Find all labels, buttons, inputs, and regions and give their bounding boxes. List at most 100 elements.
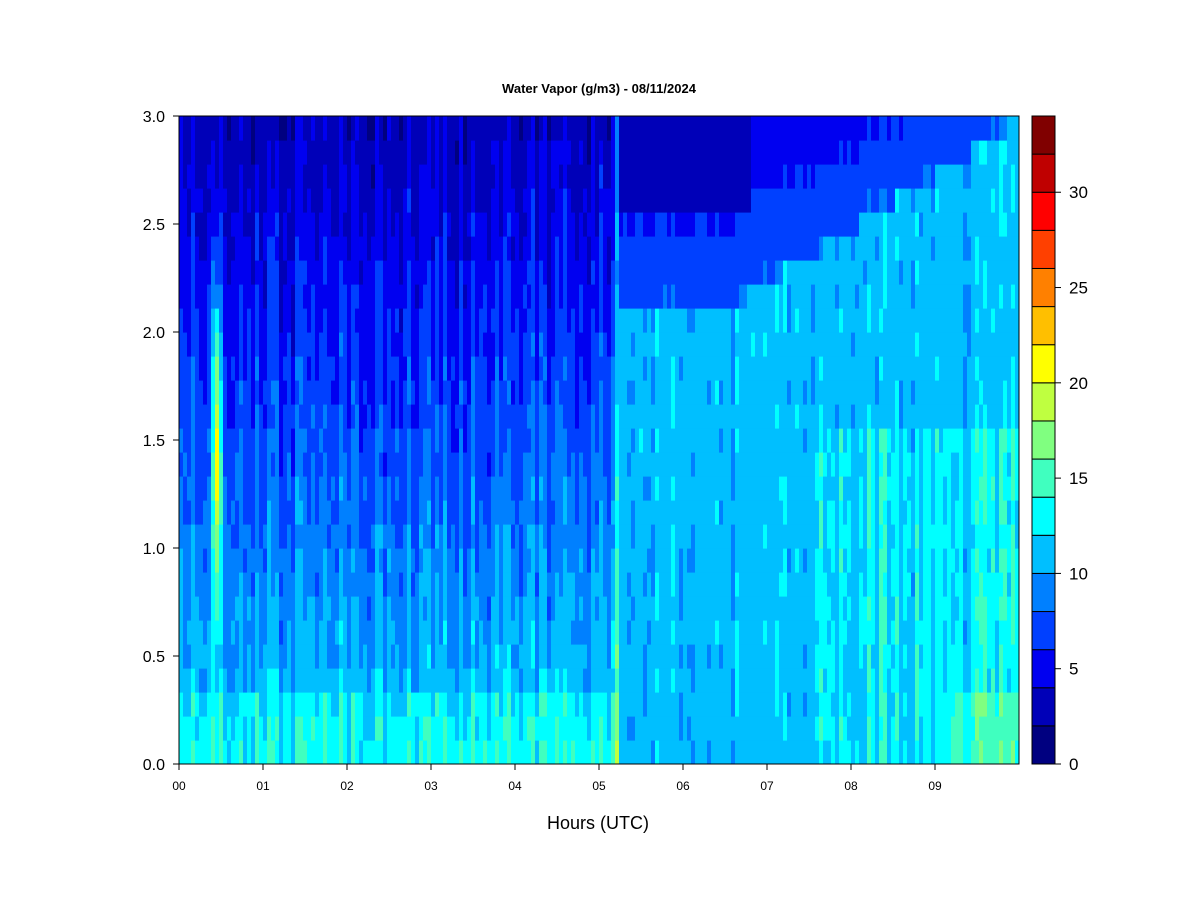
heatmap-cell	[427, 548, 432, 573]
heatmap-cell	[559, 260, 564, 285]
heatmap-cell	[419, 164, 424, 189]
heatmap-cell	[483, 524, 488, 549]
heatmap-cell	[531, 500, 536, 525]
heatmap-cell	[503, 644, 508, 669]
heatmap-cell	[683, 332, 688, 357]
heatmap-cell	[867, 380, 872, 405]
heatmap-cell	[451, 668, 456, 693]
heatmap-cell	[799, 140, 804, 165]
heatmap-cell	[627, 140, 632, 165]
heatmap-cell	[579, 668, 584, 693]
heatmap-cell	[547, 476, 552, 501]
heatmap-cell	[215, 596, 220, 621]
heatmap-cell	[907, 308, 912, 333]
heatmap-cell	[711, 644, 716, 669]
heatmap-cell	[863, 428, 868, 453]
heatmap-cell	[787, 620, 792, 645]
heatmap-cell	[691, 596, 696, 621]
heatmap-cell	[431, 212, 436, 237]
heatmap-cell	[679, 260, 684, 285]
heatmap-cell	[243, 620, 248, 645]
heatmap-cell	[719, 164, 724, 189]
heatmap-cell	[731, 644, 736, 669]
heatmap-cell	[355, 692, 360, 717]
heatmap-cell	[743, 236, 748, 261]
heatmap-cell	[819, 188, 824, 213]
heatmap-cell	[351, 740, 356, 764]
heatmap-cell	[495, 140, 500, 165]
heatmap-cell	[271, 572, 276, 597]
heatmap-cell	[219, 284, 224, 309]
heatmap-cell	[403, 140, 408, 165]
heatmap-cell	[407, 284, 412, 309]
heatmap-cell	[615, 140, 620, 165]
heatmap-cell	[603, 428, 608, 453]
heatmap-cell	[451, 620, 456, 645]
heatmap-cell	[315, 644, 320, 669]
heatmap-cell	[787, 644, 792, 669]
heatmap-cell	[491, 548, 496, 573]
heatmap-cell	[595, 188, 600, 213]
heatmap-cell	[179, 140, 184, 165]
heatmap-cell	[687, 476, 692, 501]
heatmap-cell	[867, 236, 872, 261]
heatmap-cell	[231, 596, 236, 621]
heatmap-cell	[223, 188, 228, 213]
heatmap-cell	[259, 284, 264, 309]
heatmap-cell	[691, 284, 696, 309]
heatmap-cell	[763, 428, 768, 453]
heatmap-cell	[419, 620, 424, 645]
heatmap-cell	[427, 332, 432, 357]
heatmap-cell	[791, 356, 796, 381]
heatmap-cell	[883, 740, 888, 764]
heatmap-cell	[871, 500, 876, 525]
heatmap-cell	[655, 572, 660, 597]
heatmap-cell	[203, 188, 208, 213]
heatmap-cell	[535, 188, 540, 213]
heatmap-cell	[443, 284, 448, 309]
heatmap-cell	[219, 572, 224, 597]
heatmap-cell	[347, 716, 352, 741]
heatmap-cell	[743, 572, 748, 597]
heatmap-cell	[247, 644, 252, 669]
heatmap-cell	[651, 356, 656, 381]
heatmap-cell	[567, 380, 572, 405]
heatmap-cell	[903, 308, 908, 333]
heatmap-cell	[727, 332, 732, 357]
heatmap-cell	[195, 308, 200, 333]
heatmap-cell	[807, 740, 812, 764]
heatmap-cell	[627, 332, 632, 357]
heatmap-cell	[863, 236, 868, 261]
heatmap-cell	[327, 500, 332, 525]
heatmap-cell	[179, 356, 184, 381]
heatmap-cell	[691, 716, 696, 741]
heatmap-cell	[899, 620, 904, 645]
heatmap-cell	[183, 452, 188, 477]
heatmap-cell	[667, 524, 672, 549]
heatmap-cell	[827, 428, 832, 453]
heatmap-cell	[463, 236, 468, 261]
heatmap-cell	[739, 596, 744, 621]
heatmap-cell	[635, 548, 640, 573]
heatmap-cell	[183, 356, 188, 381]
heatmap-cell	[255, 740, 260, 764]
heatmap-cell	[815, 692, 820, 717]
heatmap-cell	[915, 596, 920, 621]
heatmap-cell	[447, 524, 452, 549]
heatmap-cell	[679, 212, 684, 237]
heatmap-cell	[683, 644, 688, 669]
heatmap-cell	[887, 548, 892, 573]
heatmap-cell	[667, 572, 672, 597]
heatmap-cell	[227, 164, 232, 189]
heatmap-cell	[207, 284, 212, 309]
heatmap-cell	[623, 284, 628, 309]
heatmap-cell	[587, 668, 592, 693]
heatmap-cell	[907, 668, 912, 693]
heatmap-cell	[751, 260, 756, 285]
heatmap-cell	[403, 740, 408, 764]
heatmap-cell	[887, 332, 892, 357]
heatmap-cell	[259, 404, 264, 429]
heatmap-cell	[219, 740, 224, 764]
heatmap-cell	[215, 236, 220, 261]
heatmap-cell	[271, 212, 276, 237]
